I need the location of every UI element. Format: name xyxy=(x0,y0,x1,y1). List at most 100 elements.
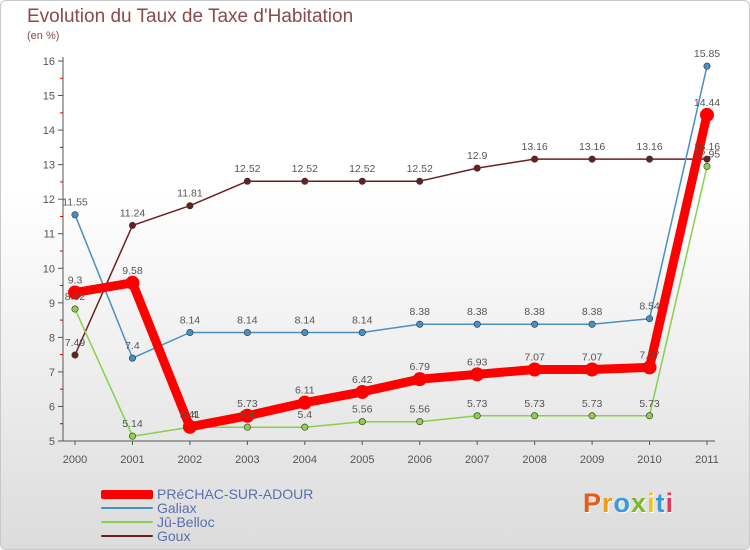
data-label: 9.58 xyxy=(122,265,143,277)
logo-letter: i xyxy=(665,488,675,518)
legend-swatch xyxy=(101,507,153,509)
legend: PRéCHAC-SUR-ADOUR Galiax Jû-Belloc Goux xyxy=(101,487,313,543)
data-label: 13.16 xyxy=(579,141,605,153)
data-point xyxy=(182,419,197,434)
series-line xyxy=(74,65,708,359)
data-point xyxy=(646,155,654,163)
data-point xyxy=(588,155,596,163)
y-tick-label: 7 xyxy=(49,367,55,379)
data-point xyxy=(186,329,194,337)
data-point xyxy=(703,62,711,70)
legend-swatch xyxy=(101,489,153,499)
data-label: 12.52 xyxy=(234,163,260,175)
data-label: 7.07 xyxy=(639,349,660,361)
logo-letter: x xyxy=(631,488,648,518)
data-point xyxy=(470,367,485,382)
x-tick-label: 2002 xyxy=(178,454,202,466)
y-tick-label: 14 xyxy=(43,125,55,137)
x-tick-label: 2009 xyxy=(580,454,604,466)
x-tick-label: 2010 xyxy=(637,454,661,466)
data-point xyxy=(71,211,79,219)
x-tick-label: 2011 xyxy=(695,454,719,466)
data-label: 5.4 xyxy=(183,409,198,421)
legend-item: Galiax xyxy=(101,501,313,515)
chart-title: Evolution du Taux de Taxe d'Habitation xyxy=(27,6,354,27)
y-tick-label: 11 xyxy=(44,229,55,241)
data-label: 8.38 xyxy=(410,306,431,318)
x-tick-label: 2001 xyxy=(120,454,144,466)
data-label: 6.42 xyxy=(352,374,373,386)
x-tick-label: 2007 xyxy=(465,454,489,466)
legend-label: Jû-Belloc xyxy=(157,514,215,530)
data-point xyxy=(585,362,600,377)
data-point xyxy=(703,155,711,163)
data-label: 8.14 xyxy=(237,315,258,327)
data-label: 5.73 xyxy=(467,398,488,410)
data-point xyxy=(186,202,194,210)
data-point xyxy=(301,329,309,337)
series-layer xyxy=(68,62,714,440)
data-label: 5.73 xyxy=(582,398,603,410)
data-label: 12.95 xyxy=(694,148,720,160)
logo-letter: i xyxy=(647,488,656,518)
data-label: 8.38 xyxy=(524,306,545,318)
axes: 5 6 7 8 9 10 11 12 13 14 15 16 2000 2001 2002 2003 2004 2… xyxy=(43,56,719,466)
data-point xyxy=(473,320,481,328)
y-tick-label: 9 xyxy=(49,298,55,310)
data-label: 5.4 xyxy=(298,409,313,421)
legend-swatch xyxy=(101,521,153,523)
y-tick-label: 13 xyxy=(43,160,55,172)
data-label: 5.73 xyxy=(524,398,545,410)
data-point xyxy=(358,418,366,426)
legend-item: PRéCHAC-SUR-ADOUR xyxy=(101,487,313,501)
x-tick-label: 2003 xyxy=(235,454,259,466)
data-label: 5.41 xyxy=(180,409,201,421)
data-label: 8.82 xyxy=(65,291,86,303)
data-point xyxy=(416,177,424,185)
data-labels: 9.3 9.58 5.41 5.73 6.11 6.42 6.79 6.93 7.07 7.07 7… xyxy=(62,48,720,430)
data-label: 12.52 xyxy=(407,163,433,175)
data-label: 11.81 xyxy=(177,188,203,200)
data-label: 8.54 xyxy=(639,301,660,313)
data-point xyxy=(243,423,251,431)
legend-item: Goux xyxy=(101,529,313,543)
x-tick-label: 2008 xyxy=(522,454,546,466)
data-point xyxy=(358,177,366,185)
data-point xyxy=(243,177,251,185)
legend-swatch xyxy=(101,535,153,537)
data-point xyxy=(588,320,596,328)
y-tick-label: 16 xyxy=(43,56,55,68)
data-label: 7.07 xyxy=(524,351,545,363)
data-label: 12.9 xyxy=(467,150,488,162)
data-point xyxy=(128,354,136,362)
data-label: 13.16 xyxy=(694,141,720,153)
data-point xyxy=(128,221,136,229)
data-point xyxy=(700,107,714,122)
data-point xyxy=(125,275,140,290)
y-tick-label: 5 xyxy=(49,436,55,448)
data-point xyxy=(473,412,481,420)
series-line xyxy=(74,158,708,356)
data-point xyxy=(301,423,309,431)
data-label: 7.07 xyxy=(582,351,603,363)
data-point xyxy=(416,320,424,328)
y-tick-label: 12 xyxy=(43,194,55,206)
logo-letter: P xyxy=(583,488,603,518)
data-label: 13.16 xyxy=(636,141,662,153)
data-point xyxy=(703,162,711,170)
data-point xyxy=(527,362,542,377)
data-label: 12.52 xyxy=(292,163,318,175)
data-label: 5.4 xyxy=(240,409,255,421)
data-point xyxy=(71,351,79,359)
data-label: 14.44 xyxy=(694,97,720,109)
data-label: 8.38 xyxy=(582,306,603,318)
data-point xyxy=(297,395,312,410)
x-tick-label: 2005 xyxy=(350,454,374,466)
data-label: 5.56 xyxy=(352,404,373,416)
data-label: 5.73 xyxy=(237,398,258,410)
data-point xyxy=(473,164,481,172)
data-label: 11.55 xyxy=(62,197,88,209)
logo-letter: t xyxy=(655,488,666,518)
